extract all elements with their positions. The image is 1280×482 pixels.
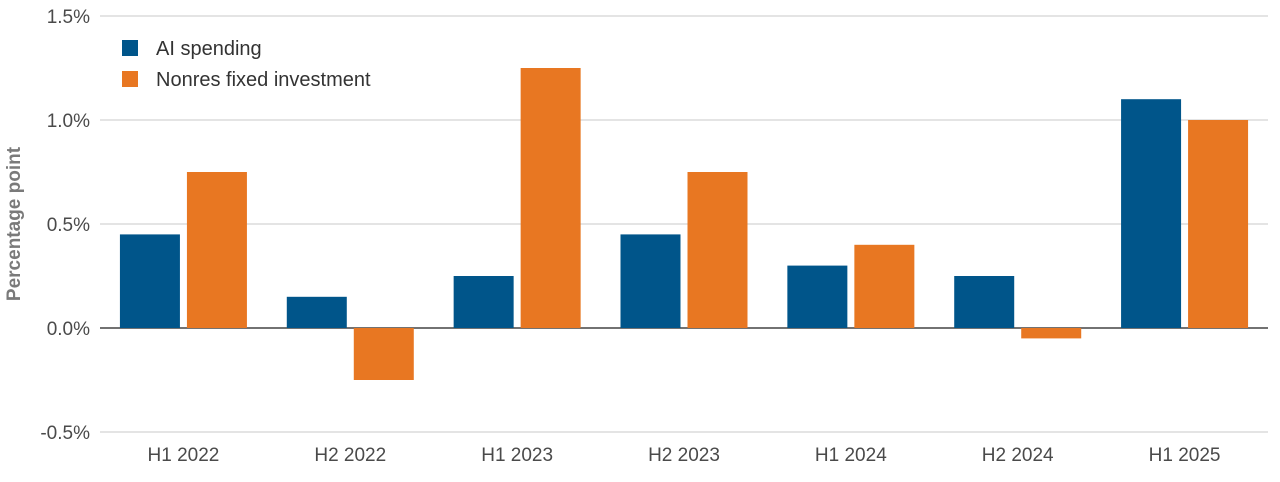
nonres-investment-bar <box>1188 120 1249 328</box>
legend: AI spending Nonres fixed investment <box>122 38 371 91</box>
legend-swatch-ai-spending <box>122 40 138 56</box>
legend-label-ai-spending: AI spending <box>156 38 262 60</box>
legend-swatch-nonres-investment <box>122 71 138 87</box>
x-tick-label: H2 2023 <box>648 445 720 466</box>
y-tick-label: 1.0% <box>47 111 90 132</box>
nonres-investment-bar <box>687 172 748 328</box>
nonres-investment-bar <box>854 244 915 328</box>
x-tick-label: H2 2024 <box>982 445 1054 466</box>
nonres-investment-bar <box>520 68 581 328</box>
y-axis-title: Percentage point <box>4 146 25 301</box>
ai-spending-bar <box>1121 99 1182 328</box>
bars <box>119 68 1249 380</box>
x-tick-label: H2 2022 <box>314 445 386 466</box>
nonres-investment-bar <box>1021 328 1082 339</box>
y-tick-label: -0.5% <box>40 423 90 444</box>
ai-spending-bar <box>286 296 347 328</box>
axes: -0.5% 0.0% 0.5% 1.0% 1.5% H1 2022 H2 2022 H1 20… <box>40 7 1268 466</box>
x-tick-label: H1 2022 <box>148 445 220 466</box>
x-tick-label: H1 2025 <box>1149 445 1221 466</box>
x-tick-label: H1 2023 <box>481 445 553 466</box>
y-tick-label: 0.5% <box>47 215 90 236</box>
nonres-investment-bar <box>186 172 247 328</box>
x-tick-label: H1 2024 <box>815 445 887 466</box>
y-tick-label: 1.5% <box>47 7 90 28</box>
legend-label-nonres-investment: Nonres fixed investment <box>156 69 371 91</box>
ai-spending-bar <box>954 276 1015 328</box>
ai-spending-bar <box>787 265 848 328</box>
ai-spending-bar <box>119 234 180 328</box>
y-tick-label: 0.0% <box>47 319 90 340</box>
nonres-investment-bar <box>353 328 414 380</box>
ai-spending-bar <box>453 276 514 328</box>
ai-spending-bar <box>620 234 681 328</box>
